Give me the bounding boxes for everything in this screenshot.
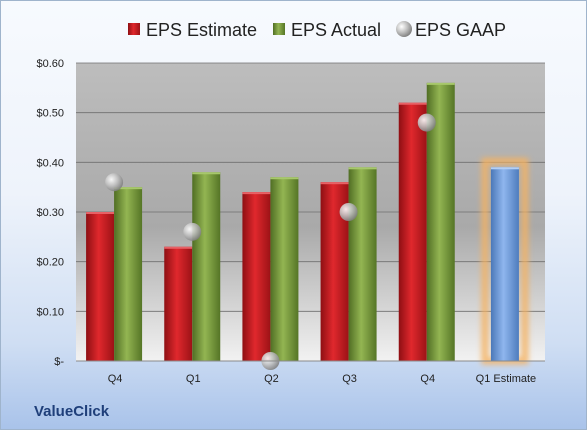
eps-actual-bar <box>114 187 143 361</box>
bar-cap <box>426 82 455 85</box>
y-tick-label: $0.60 <box>36 58 64 70</box>
y-tick-label: $0.30 <box>36 207 64 219</box>
y-tick-label: $0.50 <box>36 108 64 120</box>
legend-label: EPS GAAP <box>415 20 506 40</box>
eps-gaap-point <box>339 203 358 221</box>
eps-estimate-bar <box>242 192 271 361</box>
eps-estimate-bar <box>164 246 193 361</box>
bar-cap <box>192 172 221 175</box>
x-tick-label: Q1 <box>186 373 201 385</box>
bar-cap <box>86 212 115 214</box>
eps-gaap-point <box>417 113 436 132</box>
eps-gaap-point <box>105 173 124 192</box>
legend-swatch <box>273 23 285 35</box>
company-name: ValueClick <box>34 403 110 420</box>
bar-cap <box>348 167 377 170</box>
legend: EPS Estimate EPS Actual EPS GAAP <box>128 20 506 40</box>
y-tick-label: $0.40 <box>36 157 64 169</box>
eps-actual-bar <box>192 172 221 361</box>
y-axis-ticks: $- $0.10 $0.20 $0.30 $0.40 $0.50 $0.60 <box>36 58 64 368</box>
legend-swatch <box>128 23 140 35</box>
x-tick-label: Q4 <box>420 373 435 385</box>
eps-estimate-bar <box>86 212 115 361</box>
eps-actual-bar <box>270 177 299 361</box>
legend-label: EPS Actual <box>291 20 381 40</box>
bar-cap <box>270 177 299 180</box>
forecast-bar <box>490 167 519 361</box>
y-tick-label: $0.10 <box>36 306 64 318</box>
y-tick-label: $- <box>54 356 64 368</box>
bar-cap <box>164 246 193 249</box>
bars <box>86 82 529 365</box>
bar-cap <box>490 167 519 170</box>
eps-gaap-point <box>183 222 202 241</box>
y-tick-label: $0.20 <box>36 257 64 269</box>
x-tick-label: Q3 <box>342 373 357 385</box>
bar-cap <box>320 182 349 185</box>
bar-cap <box>242 192 271 195</box>
legend-label: EPS Estimate <box>146 20 257 40</box>
grid-lines <box>76 62 545 312</box>
legend-swatch <box>396 21 412 37</box>
bar-cap <box>114 187 143 190</box>
eps-actual-bar <box>348 167 377 361</box>
x-axis-ticks: Q4 Q1 Q2 Q3 Q4 Q1 Estimate <box>108 373 536 385</box>
x-tick-label: Q2 <box>264 373 279 385</box>
x-tick-label: Q4 <box>108 373 123 385</box>
bar-cap <box>398 102 427 105</box>
x-tick-label: Q1 Estimate <box>476 373 537 385</box>
eps-estimate-bar <box>398 102 427 361</box>
